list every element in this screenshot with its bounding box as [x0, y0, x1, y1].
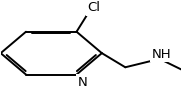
Text: N: N: [78, 76, 88, 89]
Text: NH: NH: [151, 48, 171, 61]
Text: Cl: Cl: [87, 1, 100, 15]
